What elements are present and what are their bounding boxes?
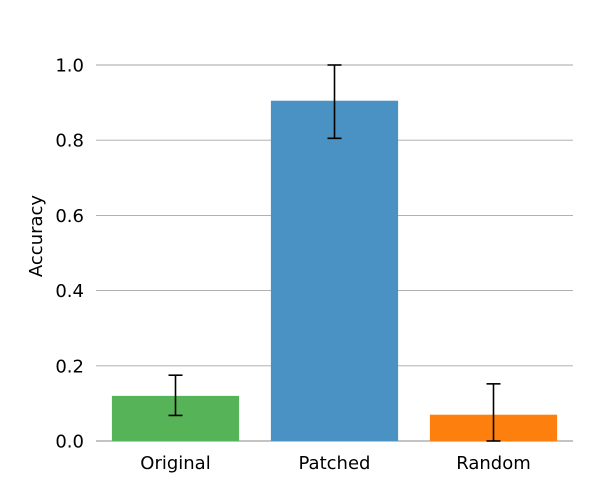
x-axis-ticks: Original Patched Random <box>140 453 530 474</box>
y-tick-label: 0.8 <box>55 131 84 152</box>
y-axis-label: Accuracy <box>26 195 47 278</box>
y-tick-label: 0.4 <box>55 281 84 302</box>
x-tick-label: Patched <box>299 453 371 474</box>
error-bar-patched <box>327 64 342 140</box>
y-tick-label: 1.0 <box>55 56 84 77</box>
x-tick-label: Random <box>456 453 531 474</box>
y-tick-label: 0.0 <box>55 432 84 453</box>
error-bar-random <box>486 383 501 442</box>
error-bars <box>168 64 501 442</box>
x-tick-label: Original <box>140 453 210 474</box>
bar-patched <box>270 100 399 441</box>
bars <box>111 100 558 441</box>
y-axis-ticks: 0.0 0.2 0.4 0.6 0.8 1.0 <box>55 56 84 453</box>
y-tick-label: 0.2 <box>55 356 84 377</box>
y-tick-label: 0.6 <box>55 206 84 227</box>
error-bar-original <box>168 374 183 417</box>
